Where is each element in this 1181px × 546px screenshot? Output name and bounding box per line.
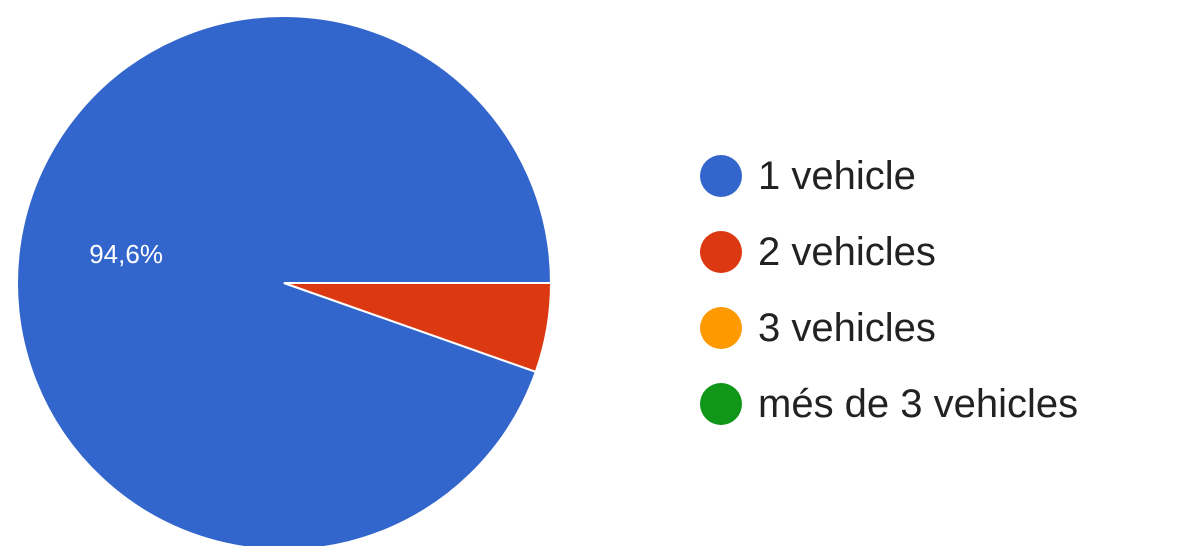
legend-swatch-3-vehicles <box>700 307 742 349</box>
legend-label-more-than-3-vehicles: més de 3 vehicles <box>758 381 1079 426</box>
chart-legend: 1 vehicle 2 vehicles 3 vehicles més de 3… <box>700 138 1170 442</box>
legend-label-3-vehicles: 3 vehicles <box>758 305 936 350</box>
pie-slice-1-vehicle[interactable] <box>16 15 553 546</box>
legend-swatch-1-vehicle <box>700 155 742 197</box>
pie-label-1-vehicle: 94,6% <box>89 239 163 269</box>
legend-item-2-vehicles[interactable]: 2 vehicles <box>700 214 1170 290</box>
legend-label-2-vehicles: 2 vehicles <box>758 229 936 274</box>
legend-swatch-more-than-3-vehicles <box>700 383 742 425</box>
legend-label-1-vehicle: 1 vehicle <box>758 153 916 198</box>
pie-slice-2-vehicles[interactable] <box>283 282 553 374</box>
legend-item-more-than-3-vehicles[interactable]: més de 3 vehicles <box>700 366 1170 442</box>
legend-swatch-2-vehicles <box>700 231 742 273</box>
legend-item-3-vehicles[interactable]: 3 vehicles <box>700 290 1170 366</box>
pie-chart: 94,6% <box>16 15 553 546</box>
legend-item-1-vehicle[interactable]: 1 vehicle <box>700 138 1170 214</box>
